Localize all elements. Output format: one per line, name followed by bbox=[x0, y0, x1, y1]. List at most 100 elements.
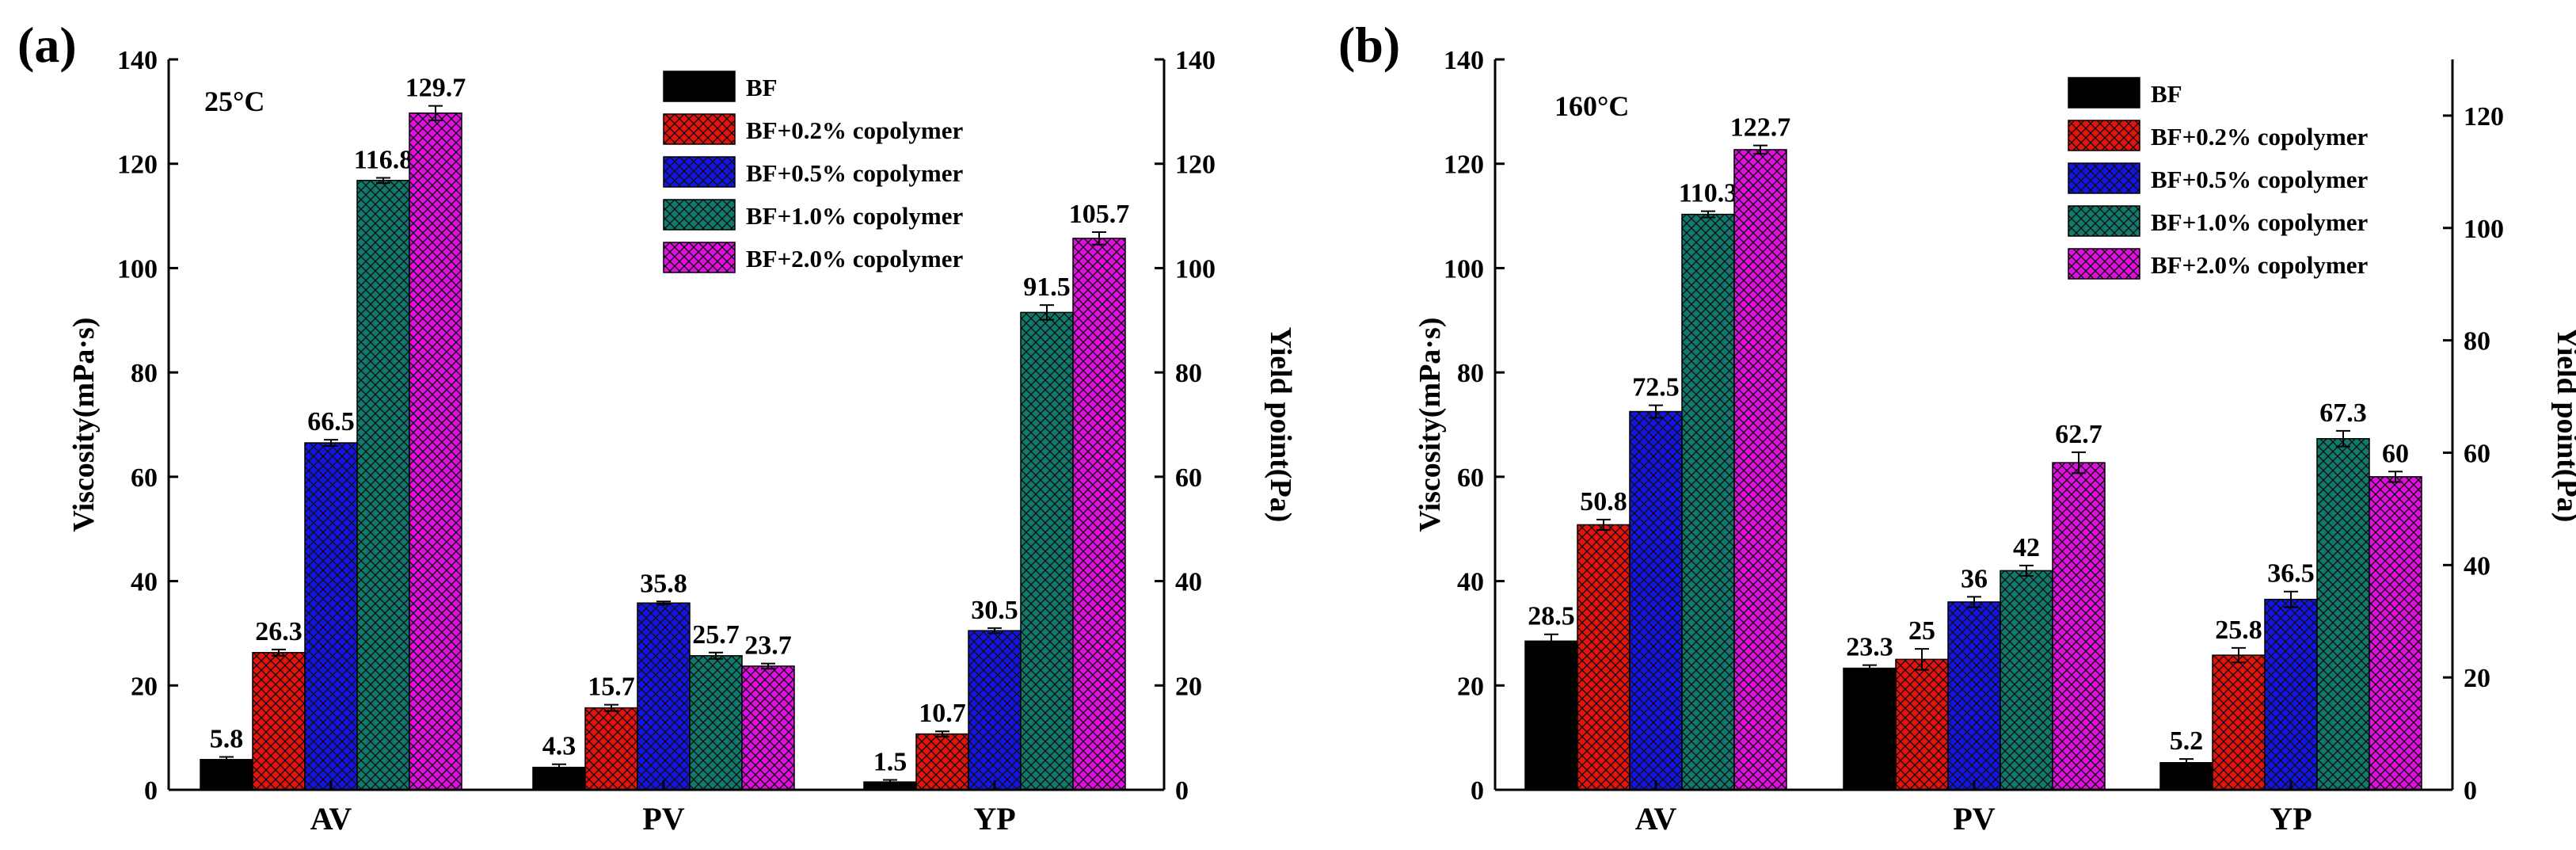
data-label: 23.3 bbox=[1846, 633, 1893, 662]
bar-pv-series-4 bbox=[2000, 570, 2053, 791]
data-label: 110.3 bbox=[1679, 179, 1738, 208]
y-tick-label: 60 bbox=[1457, 463, 1484, 493]
data-label: 36 bbox=[1961, 564, 1988, 593]
legend-label: BF+1.0% copolymer bbox=[746, 202, 963, 230]
x-category-label: YP bbox=[973, 801, 1015, 837]
bar-av-series-2 bbox=[252, 652, 306, 791]
legend-label: BF+2.0% copolymer bbox=[2151, 251, 2368, 279]
chart-panel-b: (b) 160°C 28.5 23.3 5.2 50.8 25 25.8 72.5 36 36.5 1… bbox=[1338, 17, 2576, 837]
legend-swatch bbox=[2068, 248, 2140, 280]
bar-av-series-3 bbox=[1629, 410, 1683, 791]
bar-yp-series-3 bbox=[968, 630, 1022, 791]
legend-swatch bbox=[2068, 205, 2140, 237]
data-label: 91.5 bbox=[1023, 273, 1071, 302]
data-label: 35.8 bbox=[640, 569, 687, 598]
y2-tick-label: 20 bbox=[2464, 664, 2490, 693]
legend-label: BF+0.5% copolymer bbox=[746, 159, 963, 187]
data-label: 1.5 bbox=[873, 747, 907, 776]
data-label: 25.7 bbox=[692, 620, 740, 650]
y-tick-label: 40 bbox=[1457, 568, 1484, 597]
y-axis-title: Viscosity(mPa·s) bbox=[67, 318, 101, 532]
data-label: 5.2 bbox=[2170, 726, 2204, 756]
legend-swatch bbox=[663, 242, 736, 273]
y-tick-label: 60 bbox=[131, 463, 158, 493]
bar-pv-series-3 bbox=[1947, 601, 2001, 791]
y2-tick-label: 20 bbox=[1175, 672, 1202, 701]
data-label: 36.5 bbox=[2267, 559, 2315, 589]
y2-tick-label: 120 bbox=[1175, 151, 1216, 180]
y-tick-label: 20 bbox=[131, 672, 158, 701]
data-label: 50.8 bbox=[1580, 487, 1627, 516]
bar-pv-series-2 bbox=[1895, 658, 1949, 791]
temperature-annotation: 160°C bbox=[1554, 90, 1629, 122]
bar-yp-series-4 bbox=[1020, 311, 1074, 791]
legend-label: BF+0.2% copolymer bbox=[2151, 123, 2368, 151]
legend-label: BF bbox=[746, 74, 778, 101]
bar-yp-series-5 bbox=[2369, 476, 2422, 791]
bar-pv-series-1 bbox=[1843, 667, 1897, 791]
bar-pv-series-5 bbox=[2052, 462, 2106, 791]
data-label: 5.8 bbox=[210, 725, 244, 754]
y-tick-label: 80 bbox=[131, 359, 158, 388]
data-label: 122.7 bbox=[1730, 113, 1791, 143]
bar-av-series-2 bbox=[1577, 524, 1630, 791]
bar-yp-series-5 bbox=[1072, 238, 1126, 791]
y2-tick-label: 140 bbox=[1175, 46, 1216, 75]
bar-yp-series-3 bbox=[2264, 598, 2318, 791]
data-label: 62.7 bbox=[2055, 420, 2102, 449]
y-tick-label: 100 bbox=[1444, 254, 1484, 284]
data-label: 15.7 bbox=[588, 673, 635, 702]
legend-label: BF+1.0% copolymer bbox=[2151, 208, 2368, 236]
data-label: 4.3 bbox=[542, 732, 576, 761]
y2-axis-title: Yield point(Pa) bbox=[1264, 327, 1297, 523]
data-label: 26.3 bbox=[255, 617, 302, 646]
y-tick-label: 0 bbox=[144, 776, 158, 806]
y2-tick-label: 60 bbox=[1175, 463, 1202, 493]
bar-pv-series-2 bbox=[584, 707, 638, 791]
legend-swatch bbox=[663, 156, 736, 188]
temperature-annotation: 25°C bbox=[204, 86, 264, 117]
data-label: 129.7 bbox=[405, 74, 466, 103]
data-label: 28.5 bbox=[1528, 602, 1575, 631]
y2-tick-label: 40 bbox=[1175, 568, 1202, 597]
y2-tick-label: 100 bbox=[2464, 215, 2504, 244]
panel-label: (b) bbox=[1338, 17, 1400, 73]
legend-swatch bbox=[2068, 77, 2140, 109]
data-label: 72.5 bbox=[1632, 373, 1680, 402]
bar-av-series-4 bbox=[1681, 213, 1735, 791]
y2-tick-label: 80 bbox=[2464, 327, 2490, 356]
y2-tick-label: 100 bbox=[1175, 254, 1216, 284]
bar-pv-series-3 bbox=[637, 602, 691, 791]
y-tick-label: 0 bbox=[1471, 776, 1484, 806]
chart-panel-a: (a) 25°C 5.8 4.3 1.5 26.3 15.7 10.7 66.5 35.8 30.5… bbox=[17, 17, 1297, 837]
legend-swatch bbox=[2068, 162, 2140, 194]
y-tick-label: 140 bbox=[117, 46, 158, 75]
data-label: 105.7 bbox=[1069, 200, 1130, 229]
y2-tick-label: 0 bbox=[1175, 776, 1189, 806]
legend-swatch bbox=[2068, 120, 2140, 151]
bar-av-series-5 bbox=[409, 112, 462, 791]
x-category-label: PV bbox=[1953, 801, 1995, 837]
bar-av-series-1 bbox=[200, 759, 253, 791]
y-tick-label: 120 bbox=[117, 151, 158, 180]
data-label: 66.5 bbox=[307, 407, 355, 436]
y2-tick-label: 0 bbox=[2464, 776, 2477, 806]
data-label: 25 bbox=[1908, 616, 1935, 646]
bar-av-series-1 bbox=[1524, 640, 1578, 791]
data-label: 23.7 bbox=[744, 631, 792, 661]
legend-label: BF+0.2% copolymer bbox=[746, 116, 963, 144]
legend-label: BF+2.0% copolymer bbox=[746, 245, 963, 273]
x-category-label: AV bbox=[310, 801, 352, 837]
bar-yp-series-1 bbox=[2159, 762, 2213, 791]
y2-axis-title: Yield point(Pa) bbox=[2551, 327, 2576, 523]
y2-tick-label: 60 bbox=[2464, 439, 2490, 468]
data-label: 60 bbox=[2382, 439, 2409, 468]
panel-label: (a) bbox=[17, 17, 77, 73]
legend-swatch bbox=[663, 199, 736, 231]
y-tick-label: 40 bbox=[131, 568, 158, 597]
data-label: 42 bbox=[2013, 533, 2040, 562]
data-label: 25.8 bbox=[2215, 616, 2262, 645]
y-tick-label: 140 bbox=[1444, 46, 1484, 75]
y2-tick-label: 40 bbox=[2464, 551, 2490, 581]
